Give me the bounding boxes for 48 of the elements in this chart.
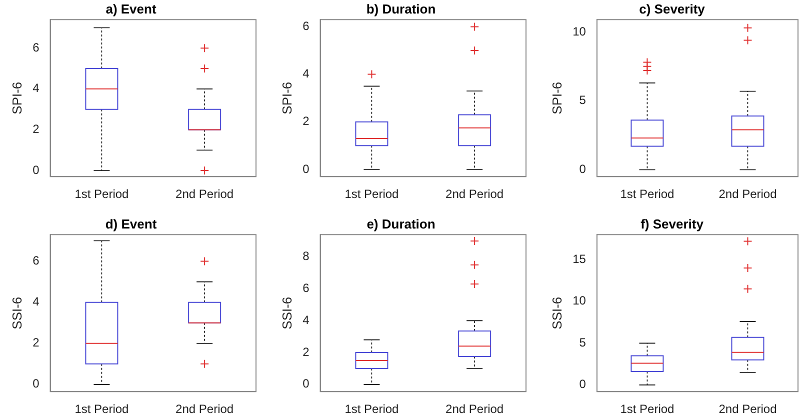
y-axis-title: SPI-6 (549, 82, 564, 114)
y-tick-label: 4 (32, 294, 40, 309)
y-tick-label: 10 (572, 24, 586, 38)
chart-title: c) Severity (639, 1, 706, 16)
x-tick-label: 2nd Period (718, 187, 777, 202)
y-tick-label: 0 (302, 162, 310, 176)
y-tick-label: 2 (32, 122, 40, 136)
x-tick-label: 2nd Period (718, 402, 777, 416)
x-tick-label: 2nd Period (176, 187, 234, 202)
y-tick-label: 5 (579, 93, 586, 108)
y-tick-label: 15 (572, 252, 586, 266)
x-tick-label: 1st Period (344, 402, 399, 416)
chart-title: d) Event (105, 216, 158, 232)
y-tick-label: 8 (302, 249, 310, 264)
x-tick-label: 1st Period (620, 187, 674, 202)
y-axis-title: SPI-6 (9, 82, 24, 114)
y-axis-title: SSI-6 (279, 296, 294, 330)
chart-title: f) Severity (640, 216, 704, 232)
y-tick-label: 0 (579, 377, 586, 392)
y-tick-label: 5 (579, 335, 586, 350)
chart-title: b) Duration (366, 1, 436, 16)
x-tick-label: 1st Period (74, 402, 129, 416)
y-tick-label: 0 (579, 162, 586, 176)
y-tick-label: 4 (302, 66, 310, 81)
y-tick-label: 6 (32, 40, 40, 54)
y-tick-label: 0 (302, 376, 310, 391)
y-tick-label: 0 (32, 376, 40, 391)
x-tick-label: 1st Period (344, 187, 399, 202)
y-tick-label: 6 (302, 281, 310, 296)
x-tick-label: 2nd Period (176, 402, 234, 416)
y-axis-title: SSI-6 (9, 296, 24, 330)
x-tick-label: 2nd Period (446, 187, 504, 202)
chart-title: a) Event (106, 1, 157, 16)
y-axis-title: SPI-6 (279, 82, 294, 114)
x-tick-label: 1st Period (74, 187, 129, 202)
x-tick-label: 2nd Period (446, 402, 504, 416)
y-tick-label: 4 (302, 312, 310, 327)
x-tick-label: 1st Period (620, 402, 674, 416)
y-tick-label: 2 (302, 344, 310, 359)
y-tick-label: 4 (32, 81, 40, 96)
chart-title: e) Duration (366, 216, 436, 232)
y-tick-label: 2 (32, 336, 40, 350)
y-tick-label: 6 (32, 254, 40, 268)
y-tick-label: 6 (302, 19, 310, 34)
y-tick-label: 10 (572, 294, 586, 308)
y-axis-title: SSI-6 (549, 296, 564, 330)
y-tick-label: 2 (302, 114, 310, 128)
y-tick-label: 0 (32, 162, 40, 177)
